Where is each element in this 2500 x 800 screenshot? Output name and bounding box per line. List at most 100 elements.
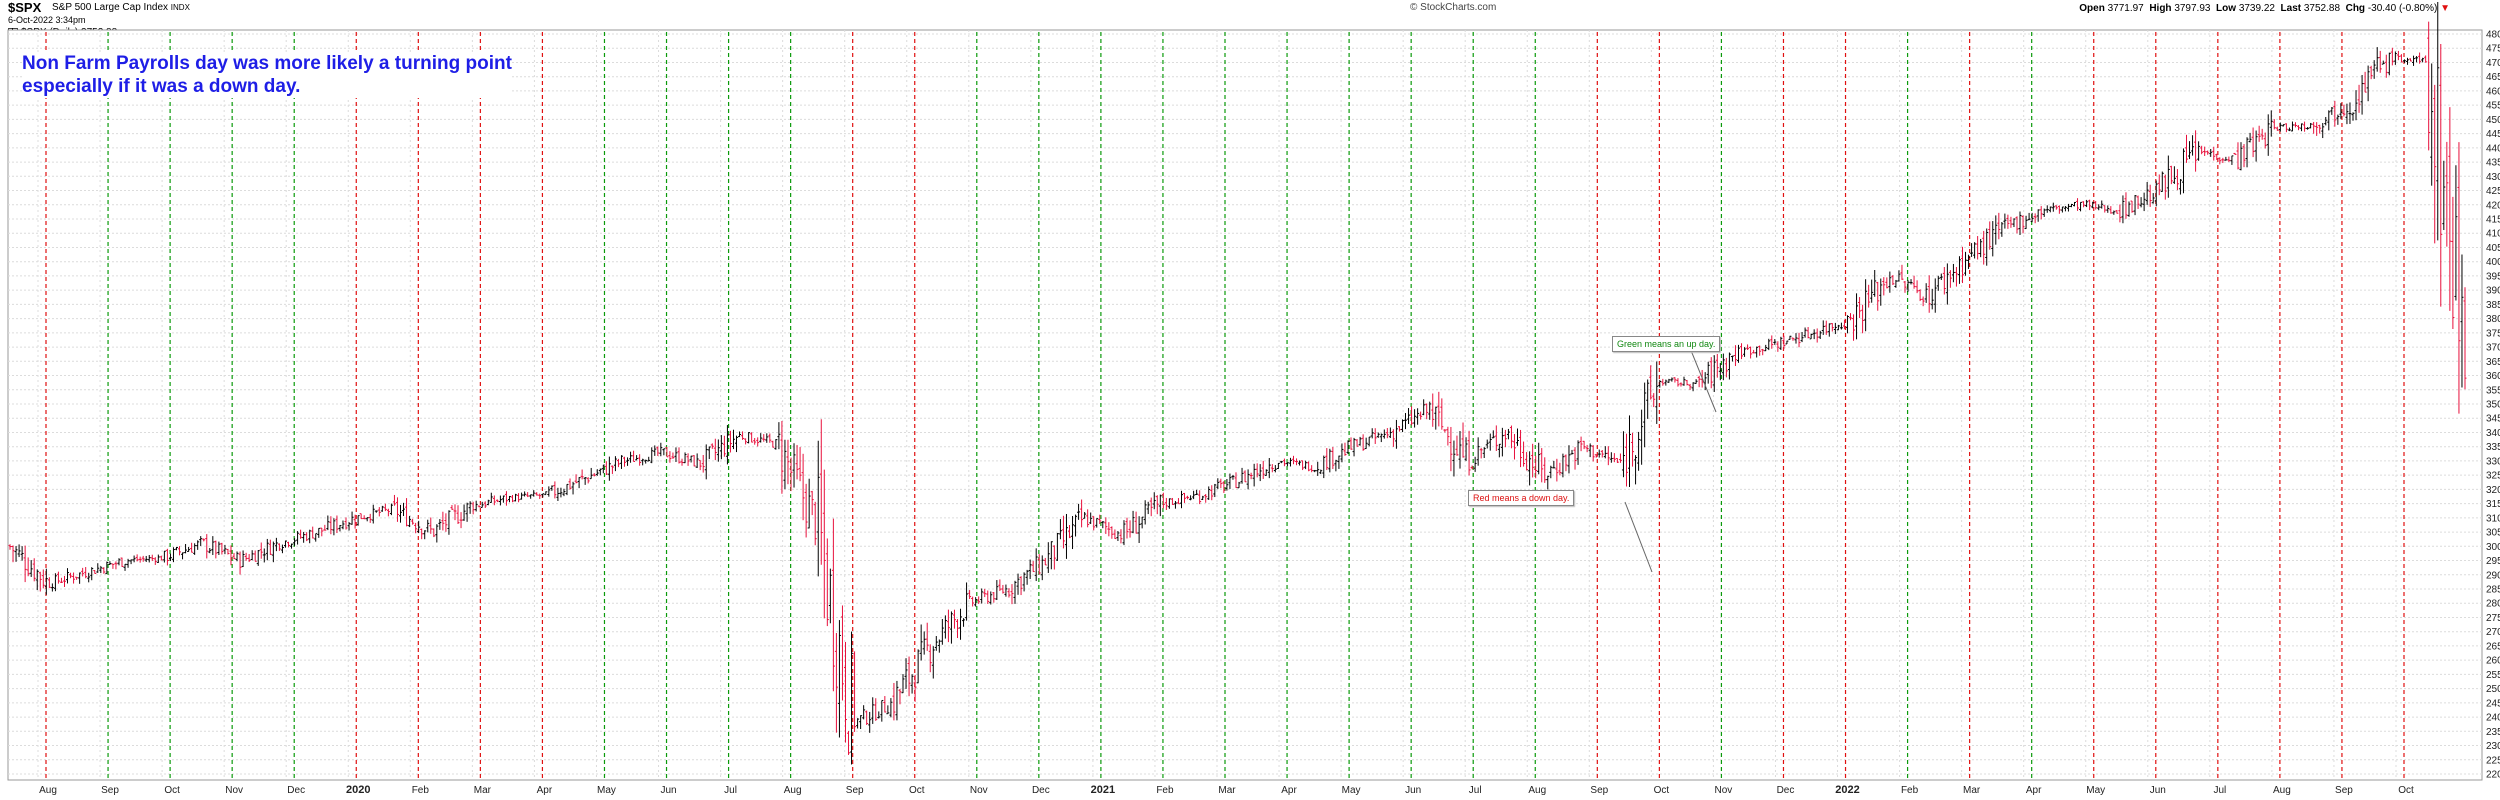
- x-tick-label: Oct: [909, 785, 925, 796]
- ohlc-bar: [504, 491, 508, 506]
- ohlc-bar: [2157, 174, 2161, 196]
- x-tick-label: Mar: [474, 785, 492, 796]
- ohlc-bar: [949, 611, 953, 644]
- ohlc-bar: [977, 596, 981, 604]
- ohlc-bar: [290, 543, 294, 549]
- ohlc-bar: [150, 554, 154, 562]
- ohlc-bar: [444, 513, 448, 532]
- ohlc-bar: [2354, 90, 2358, 121]
- ohlc-bar: [411, 518, 415, 525]
- ohlc-bar: [1104, 517, 1108, 534]
- ohlc-bar: [2045, 205, 2049, 213]
- ohlc-bar: [747, 432, 751, 444]
- ohlc-bar: [547, 486, 551, 497]
- ohlc-bar: [1761, 348, 1765, 356]
- ohlc-bar: [1960, 246, 1964, 284]
- ohlc-bar: [1134, 511, 1138, 534]
- y-tick-label: 2750: [2486, 613, 2500, 624]
- ohlc-bar: [1192, 490, 1196, 500]
- x-tick-label: May: [597, 785, 616, 796]
- ohlc-bar: [907, 656, 911, 697]
- ohlc-bar: [871, 697, 875, 724]
- plot-area: [7, 29, 2483, 781]
- y-tick-label: 2250: [2486, 755, 2500, 766]
- ohlc-bar: [2048, 206, 2052, 213]
- ohlc-bar: [2073, 201, 2077, 207]
- ohlc-bar: [1388, 427, 1392, 438]
- ohlc-bar: [2127, 201, 2131, 217]
- ohlc-bar: [604, 461, 608, 475]
- ohlc-bar: [1361, 434, 1365, 451]
- ohlc-bar: [816, 440, 820, 577]
- ohlc-bar: [635, 455, 639, 461]
- y-tick-label: 3150: [2486, 499, 2500, 510]
- ohlc-bar: [1004, 584, 1008, 597]
- ohlc-bar: [50, 583, 54, 592]
- ohlc-bar: [1664, 379, 1668, 386]
- ohlc-bar: [102, 567, 106, 574]
- ohlc-bar: [1525, 452, 1529, 471]
- ohlc-bar: [1685, 379, 1689, 386]
- ohlc-bar: [17, 544, 21, 558]
- ohlc-bar: [2233, 152, 2237, 155]
- ohlc-bar: [1261, 460, 1265, 479]
- ohlc-bar: [1370, 428, 1374, 439]
- ohlc-bar: [653, 445, 657, 456]
- ohlc-bar: [1204, 493, 1208, 503]
- ohlc-bar: [156, 554, 160, 563]
- ohlc-bar: [1458, 430, 1462, 469]
- ohlc-bar: [1882, 277, 1886, 296]
- ohlc-bar: [247, 554, 251, 563]
- ohlc-bar: [38, 571, 42, 592]
- ohlc-bar: [1915, 280, 1919, 294]
- ohlc-bar: [2345, 103, 2349, 125]
- ohlc-bar: [2181, 148, 2185, 194]
- ohlc-bar: [1201, 495, 1205, 501]
- ohlc-bar: [1043, 557, 1047, 566]
- ohlc-bar: [934, 636, 938, 651]
- ohlc-bar: [674, 447, 678, 462]
- x-tick-label: Jun: [660, 785, 676, 796]
- ohlc-bar: [1646, 379, 1650, 419]
- ohlc-bar: [1282, 458, 1286, 467]
- ohlc-bar: [1624, 433, 1628, 487]
- ohlc-bar: [1546, 475, 1550, 490]
- ohlc-bar: [1891, 275, 1895, 286]
- ohlc-bar: [20, 546, 24, 561]
- ohlc-bar: [1897, 270, 1901, 282]
- ohlc-bar: [84, 567, 88, 579]
- ohlc-bar: [1019, 576, 1023, 596]
- ohlc-bar: [1464, 437, 1468, 462]
- ohlc-bar: [1228, 473, 1232, 489]
- ohlc-bar: [828, 568, 832, 624]
- ohlc-bar: [1422, 399, 1426, 416]
- ohlc-bar: [1839, 322, 1843, 330]
- ohlc-bar: [1040, 555, 1044, 581]
- ohlc-bar: [1443, 429, 1447, 433]
- ohlc-bar: [2421, 57, 2425, 63]
- ohlc-bar: [1358, 436, 1362, 446]
- ohlc-bar: [1116, 531, 1120, 542]
- ohlc-bar: [840, 605, 844, 701]
- ohlc-bar: [526, 492, 530, 498]
- ohlc-bar: [962, 618, 966, 627]
- ohlc-bar: [1749, 346, 1753, 359]
- y-tick-label: 3450: [2486, 414, 2500, 425]
- payroll-marker-layer: [45, 32, 2405, 780]
- y-tick-label: 3350: [2486, 442, 2500, 453]
- ohlc-bar: [1688, 383, 1692, 391]
- ohlc-bar: [1252, 463, 1256, 487]
- ohlc-bar: [943, 615, 947, 639]
- x-tick-label: May: [1342, 785, 1361, 796]
- ohlc-bar: [1146, 501, 1150, 515]
- ohlc-bar: [432, 528, 436, 538]
- ohlc-bar: [371, 504, 375, 524]
- ohlc-bar: [356, 515, 360, 526]
- ohlc-bar: [1879, 278, 1883, 306]
- y-tick-label: 3400: [2486, 428, 2500, 439]
- ohlc-bar: [1818, 330, 1822, 339]
- ohlc-bar: [834, 633, 838, 733]
- ohlc-bar: [2439, 43, 2443, 307]
- ohlc-bar: [1606, 446, 1610, 466]
- ohlc-bar: [2142, 192, 2146, 212]
